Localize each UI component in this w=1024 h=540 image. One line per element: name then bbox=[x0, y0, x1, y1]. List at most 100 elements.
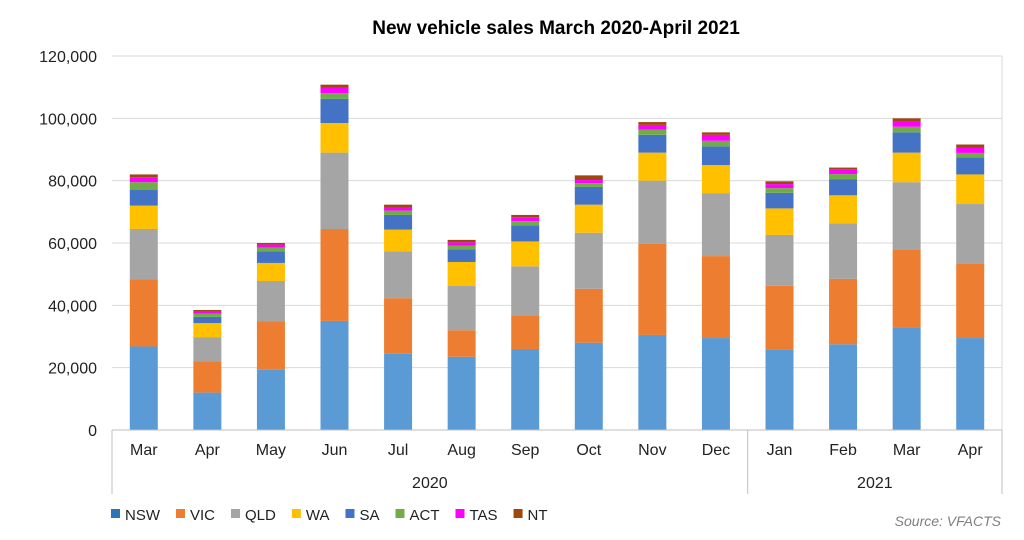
bar-segment-qld bbox=[193, 337, 222, 362]
bar-segment-tas bbox=[511, 217, 540, 222]
x-tick-label: Sep bbox=[511, 442, 540, 459]
bar-segment-sa bbox=[892, 132, 921, 153]
bar-segment-nt bbox=[638, 122, 667, 125]
bar-segment-nsw bbox=[956, 338, 985, 430]
bar-segment-sa bbox=[701, 146, 730, 166]
bar-segment-sa bbox=[129, 190, 158, 206]
bar-segment-nt bbox=[256, 243, 285, 245]
bar-segment-tas bbox=[956, 147, 985, 153]
legend-label: QLD bbox=[245, 507, 276, 524]
bar-segment-qld bbox=[511, 266, 540, 316]
bar-segment-nt bbox=[956, 144, 985, 148]
bar-segment-qld bbox=[956, 204, 985, 264]
source-note: Source: VFACTS bbox=[895, 513, 1002, 529]
bar-segment-sa bbox=[638, 134, 667, 153]
bar-segment-sa bbox=[320, 98, 349, 124]
bar-segment-vic bbox=[829, 278, 858, 345]
bar-segment-vic bbox=[511, 315, 540, 349]
x-tick-label: Jan bbox=[767, 442, 793, 459]
x-tick-label: May bbox=[256, 442, 286, 459]
bar-segment-act bbox=[129, 182, 158, 191]
bar-segment-act bbox=[765, 188, 794, 193]
bar-segment-nt bbox=[701, 132, 730, 135]
bar-segment-act bbox=[447, 245, 476, 250]
bar-segment-tas bbox=[193, 311, 222, 314]
bar-segment-wa bbox=[892, 152, 921, 183]
bar-segment-sa bbox=[574, 186, 603, 205]
bars bbox=[129, 84, 985, 430]
y-tick-label: 80,000 bbox=[48, 174, 97, 191]
x-axis-ticks: Mar Apr May Jun Jul Aug Sep Oct Nov Dec Jan Feb Mar A… bbox=[130, 442, 983, 459]
bar-segment-qld bbox=[320, 152, 349, 229]
x-tick-label: Mar bbox=[130, 442, 158, 459]
year-groups: 2020 2021 bbox=[111, 430, 1003, 494]
bar-segment-wa bbox=[384, 229, 413, 252]
bar-segment-qld bbox=[829, 223, 858, 279]
y-tick-label: 20,000 bbox=[48, 361, 97, 378]
legend-swatch bbox=[176, 509, 185, 518]
x-tick-label: Nov bbox=[638, 442, 666, 459]
bar-segment-nt bbox=[511, 214, 540, 218]
x-tick-label: Aug bbox=[447, 442, 475, 459]
bar-segment-tas bbox=[638, 124, 667, 130]
legend-swatch bbox=[455, 509, 465, 518]
bar-segment-act bbox=[892, 126, 921, 133]
bar-segment-wa bbox=[638, 152, 667, 181]
legend-swatch bbox=[395, 509, 405, 518]
bar-segment-nt bbox=[892, 118, 921, 122]
chart-title: New vehicle sales March 2020-April 2021 bbox=[372, 18, 740, 39]
bar-segment-nsw bbox=[829, 344, 858, 430]
x-tick-label: Apr bbox=[195, 442, 221, 459]
bar-segment-qld bbox=[384, 251, 413, 299]
bar-segment-nsw bbox=[701, 338, 730, 430]
bar-segment-vic bbox=[956, 263, 985, 339]
bar-segment-qld bbox=[892, 182, 921, 250]
y-tick-label: 100,000 bbox=[39, 111, 97, 128]
bar-segment-nsw bbox=[638, 334, 667, 430]
bar-segment-nsw bbox=[384, 353, 413, 430]
bar-segment-vic bbox=[638, 243, 667, 335]
bar-segment-wa bbox=[320, 123, 349, 153]
x-tick-label: Mar bbox=[893, 442, 921, 459]
bar-segment-vic bbox=[892, 249, 921, 328]
bar-segment-nsw bbox=[765, 349, 794, 430]
year-group-label: 2020 bbox=[412, 475, 448, 492]
bar-segment-vic bbox=[320, 228, 349, 321]
bar-segment-qld bbox=[765, 234, 794, 286]
y-axis-ticks: 0 20,000 40,000 60,000 80,000 100,000 120,000 bbox=[39, 49, 97, 440]
bar-segment-nsw bbox=[256, 369, 285, 430]
bar-segment-tas bbox=[129, 177, 158, 183]
bar-segment-nt bbox=[765, 181, 794, 185]
bar-segment-vic bbox=[574, 288, 603, 343]
bar-segment-wa bbox=[829, 195, 858, 224]
bar-segment-wa bbox=[956, 174, 985, 205]
legend-label: ACT bbox=[409, 507, 439, 524]
bar-segment-nsw bbox=[129, 346, 158, 430]
bar-segment-act bbox=[256, 247, 285, 252]
bar-segment-qld bbox=[129, 228, 158, 280]
bar-segment-sa bbox=[956, 157, 985, 175]
y-tick-label: 0 bbox=[88, 423, 97, 440]
legend-label: TAS bbox=[469, 507, 497, 524]
legend-swatch bbox=[231, 509, 241, 518]
bar-segment-vic bbox=[193, 361, 222, 393]
bar-segment-nsw bbox=[447, 356, 476, 430]
legend-swatch bbox=[291, 509, 301, 518]
bar-segment-tas bbox=[765, 184, 794, 189]
bar-segment-tas bbox=[701, 134, 730, 141]
bar-segment-act bbox=[193, 313, 222, 317]
bar-segment-tas bbox=[256, 244, 285, 248]
bar-segment-sa bbox=[256, 251, 285, 263]
x-tick-label: Oct bbox=[576, 442, 601, 459]
bar-segment-nsw bbox=[574, 342, 603, 430]
y-tick-label: 60,000 bbox=[48, 236, 97, 253]
y-tick-label: 120,000 bbox=[39, 49, 97, 66]
bar-segment-act bbox=[320, 93, 349, 99]
bar-segment-sa bbox=[384, 214, 413, 230]
year-group-label: 2021 bbox=[857, 475, 893, 492]
bar-segment-wa bbox=[129, 205, 158, 229]
bar-segment-wa bbox=[765, 208, 794, 235]
bar-segment-nsw bbox=[320, 320, 349, 430]
x-tick-label: Apr bbox=[958, 442, 984, 459]
bar-segment-vic bbox=[765, 285, 794, 350]
